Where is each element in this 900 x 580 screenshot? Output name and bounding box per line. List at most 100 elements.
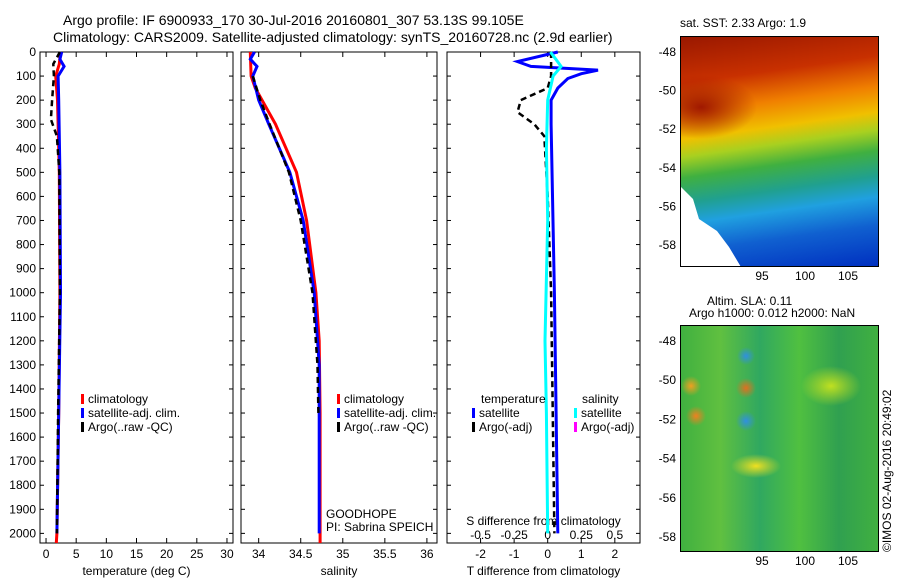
y-tick-label: 200 xyxy=(16,93,36,107)
lat-tick-label: -52 xyxy=(659,412,677,426)
y-tick-label: 700 xyxy=(16,213,36,227)
legend3-item-swatch xyxy=(472,422,475,432)
y-tick-label: 1500 xyxy=(9,406,36,420)
legend1-item-swatch xyxy=(81,394,84,404)
x-tick-label: 5 xyxy=(73,547,80,561)
legend3-item-swatch xyxy=(574,408,577,418)
x-tick-label: -2 xyxy=(475,547,486,561)
x2-tick-label: -0.25 xyxy=(500,528,528,542)
panel-1-frame xyxy=(240,51,438,544)
watermark: ©IMOS 02-Aug-2016 20:49:02 xyxy=(880,389,894,552)
x-tick-label: 34.5 xyxy=(289,547,313,561)
series-climatology xyxy=(248,51,322,543)
legend3-item: Argo(-adj) xyxy=(581,420,634,434)
legend2-item: satellite-adj. clim. xyxy=(344,406,436,420)
series-argo-raw-qc- xyxy=(49,51,62,534)
legend3-sal-head: salinity xyxy=(582,392,619,406)
x-axis-label: salinity xyxy=(321,564,358,578)
legend2-item-swatch xyxy=(337,408,340,418)
lat-tick-label: -54 xyxy=(659,161,677,175)
y-tick-label: 1000 xyxy=(9,286,36,300)
x-tick-label: -1 xyxy=(509,547,520,561)
y-tick-label: 100 xyxy=(16,69,36,83)
x-tick-label: 20 xyxy=(160,547,174,561)
x-axis-label: temperature (deg C) xyxy=(82,564,190,578)
lat-tick-label: -50 xyxy=(659,84,677,98)
y-tick-label: 2000 xyxy=(9,526,36,540)
legend3-item: satellite xyxy=(581,406,622,420)
y-tick-label: 1300 xyxy=(9,358,36,372)
lon-tick-label: 95 xyxy=(755,269,769,283)
lat-tick-label: -56 xyxy=(659,491,677,505)
legend1-item: climatology xyxy=(88,392,148,406)
y-tick-label: 1100 xyxy=(10,310,36,324)
y-tick-label: 600 xyxy=(16,189,36,203)
panel-0-frame xyxy=(39,51,234,544)
x2-tick-label: -0.5 xyxy=(470,528,491,542)
title-line2: Climatology: CARS2009. Satellite-adjuste… xyxy=(53,29,613,45)
series-argo-raw-qc- xyxy=(251,75,320,414)
x-tick-label: 36 xyxy=(420,547,434,561)
y-tick-label: 0 xyxy=(29,45,36,59)
series-t-satellite xyxy=(512,50,599,534)
legend2-item: climatology xyxy=(344,392,404,406)
lat-tick-label: -58 xyxy=(659,238,677,252)
lat-tick-label: -50 xyxy=(659,373,677,387)
legend3-item-swatch xyxy=(472,408,475,418)
x2-tick-label: 0.5 xyxy=(606,528,623,542)
lat-tick-label: -56 xyxy=(659,199,677,213)
panel-2-frame xyxy=(446,51,641,544)
x-tick-label: 35.5 xyxy=(373,547,397,561)
lat-tick-label: -52 xyxy=(659,122,677,136)
y-tick-label: 1400 xyxy=(9,382,36,396)
legend1-item-swatch xyxy=(81,408,84,418)
y-tick-label: 800 xyxy=(16,238,36,252)
x-tick-label: 0 xyxy=(43,547,50,561)
sla-title2: Argo h1000: 0.012 h2000: NaN xyxy=(689,306,856,320)
sla-title1: Altim. SLA: 0.11 xyxy=(707,294,793,308)
sst-title: sat. SST: 2.33 Argo: 1.9 xyxy=(680,16,807,30)
x2-tick-label: 0 xyxy=(544,528,551,542)
y-tick-label: 400 xyxy=(16,141,36,155)
y-tick-label: 1700 xyxy=(9,454,36,468)
x-tick-label: 10 xyxy=(100,547,114,561)
series-t-argo-adj- xyxy=(516,52,556,534)
legend2-item-swatch xyxy=(337,422,340,432)
float-project: GOODHOPE xyxy=(326,507,397,521)
x-tick-label: 2 xyxy=(611,547,618,561)
lat-tick-label: -54 xyxy=(659,452,677,466)
y-tick-label: 1600 xyxy=(9,430,36,444)
x-tick-label: 35 xyxy=(336,547,350,561)
lon-tick-label: 105 xyxy=(838,554,858,568)
legend3-temp-head: temperature xyxy=(481,392,546,406)
lon-tick-label: 95 xyxy=(755,554,769,568)
x-tick-label: 15 xyxy=(130,547,144,561)
lon-tick-label: 105 xyxy=(838,269,858,283)
x-tick-label: 1 xyxy=(578,547,585,561)
legend1-item: satellite-adj. clim. xyxy=(88,406,180,420)
legend2-item-swatch xyxy=(337,394,340,404)
x-tick-label: 25 xyxy=(190,547,204,561)
lat-tick-label: -48 xyxy=(659,334,677,348)
x-axis-label: T difference from climatology xyxy=(467,564,621,578)
y-tick-label: 1200 xyxy=(9,334,36,348)
series-s-satellite xyxy=(543,51,564,534)
sla-map xyxy=(680,325,879,552)
lon-tick-label: 100 xyxy=(795,554,815,568)
title-line1: Argo profile: IF 6900933_170 30-Jul-2016… xyxy=(63,12,524,28)
legend3-item: Argo(-adj) xyxy=(479,420,532,434)
y-tick-label: 1900 xyxy=(9,502,36,516)
x2-tick-label: 0.25 xyxy=(570,528,594,542)
y-tick-label: 1800 xyxy=(9,478,36,492)
x-tick-label: 30 xyxy=(220,547,234,561)
legend3-item: satellite xyxy=(479,406,520,420)
y-tick-label: 500 xyxy=(16,165,36,179)
lon-tick-label: 100 xyxy=(795,269,815,283)
lat-tick-label: -48 xyxy=(659,45,677,59)
x-tick-label: 34 xyxy=(252,547,266,561)
lat-tick-label: -58 xyxy=(659,530,677,544)
y-tick-label: 900 xyxy=(16,262,36,276)
x-tick-label: 0 xyxy=(544,547,551,561)
